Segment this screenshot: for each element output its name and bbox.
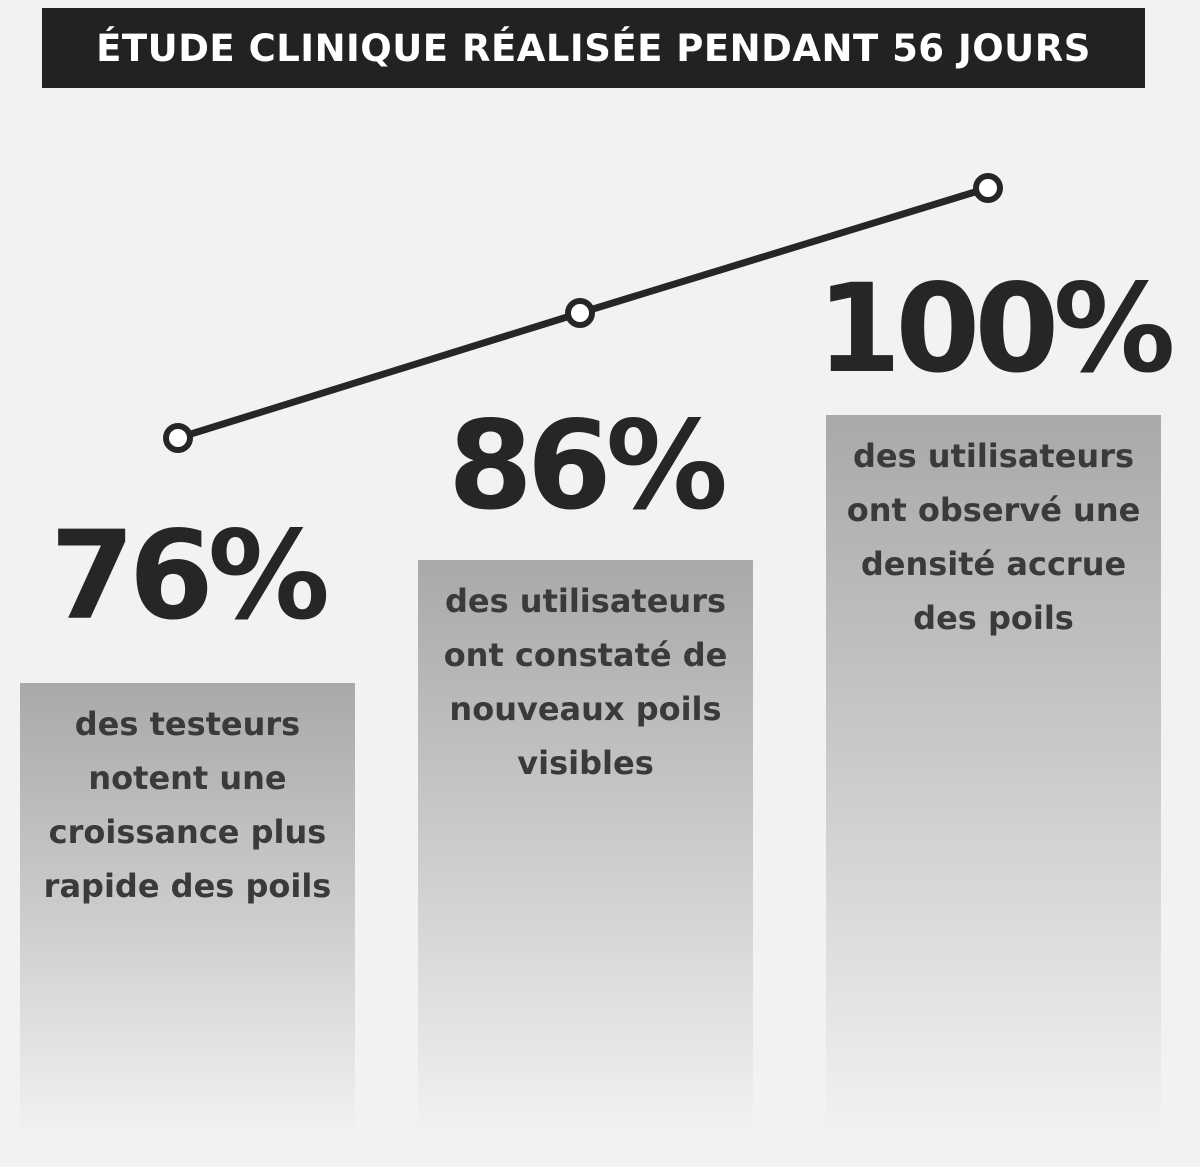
description-line: ont observé une	[846, 491, 1141, 529]
description-line: nouveaux poils	[449, 690, 722, 728]
description-line: ont constaté de	[443, 636, 728, 674]
stat-column: des testeurs notent une croissance plus rap…	[20, 683, 355, 1137]
stat-description: des testeurs notent une croissance plus rap…	[20, 683, 355, 913]
title-banner: ÉTUDE CLINIQUE RÉALISÉE PENDANT 56 JOURS	[42, 8, 1145, 88]
description-line: des poils	[913, 599, 1074, 637]
stat-description: des utilisateurs ont observé une densité a…	[826, 415, 1161, 645]
point	[163, 423, 193, 453]
description-line: des testeurs	[74, 705, 301, 743]
description-line: croissance plus	[48, 813, 327, 851]
description-line: rapide des poils	[43, 867, 332, 905]
point	[565, 298, 595, 328]
title: ÉTUDE CLINIQUE RÉALISÉE PENDANT 56 JOURS	[96, 26, 1091, 70]
point	[973, 173, 1003, 203]
description-line: des utilisateurs	[852, 437, 1135, 475]
stat-column: des utilisateurs ont observé une densité a…	[826, 415, 1161, 1137]
stat-percent: 76%	[49, 505, 330, 647]
stat-description: des utilisateurs ont constaté de nouveaux …	[418, 560, 753, 790]
stat-percent: 100%	[816, 258, 1176, 400]
stat-percent: 86%	[447, 395, 728, 537]
description-line: notent une	[88, 759, 287, 797]
description-line: densité accrue	[860, 545, 1127, 583]
description-line: des utilisateurs	[444, 582, 727, 620]
stat-column: des utilisateurs ont constaté de nouveaux …	[418, 560, 753, 1137]
description-line: visibles	[517, 744, 654, 782]
